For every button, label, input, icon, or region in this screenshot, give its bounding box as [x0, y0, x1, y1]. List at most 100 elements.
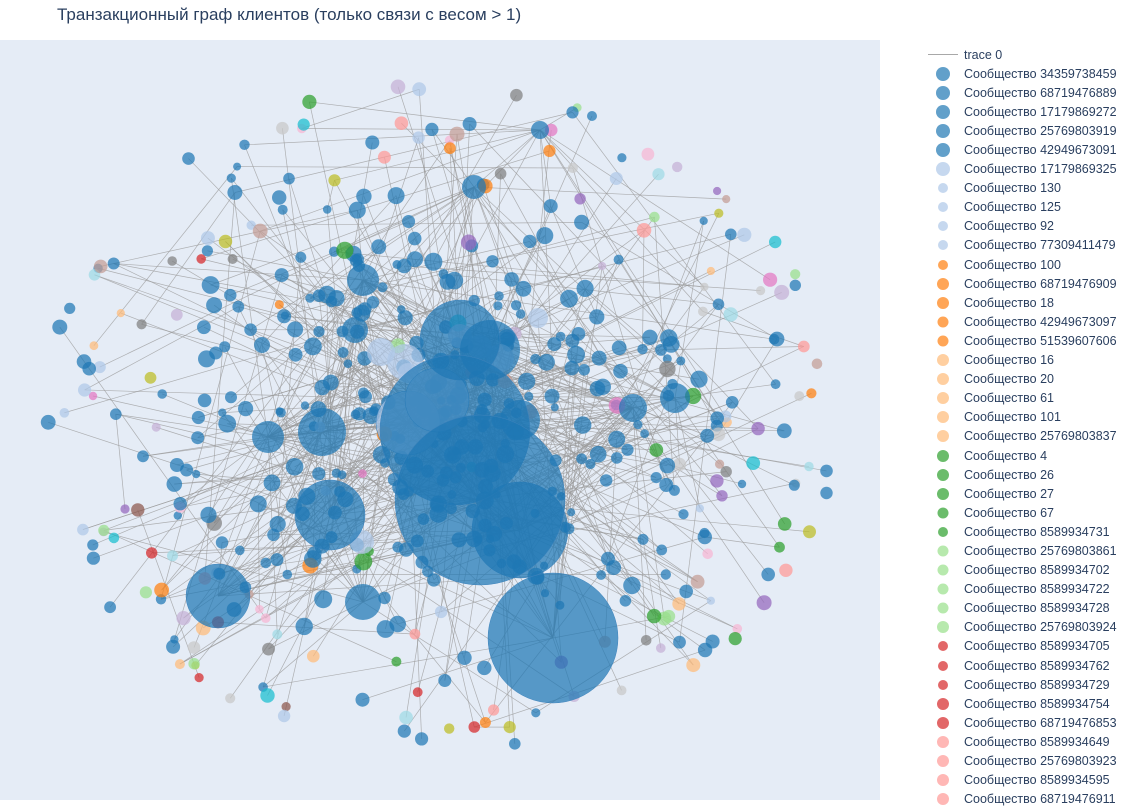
- graph-node[interactable]: [640, 429, 649, 438]
- graph-node[interactable]: [714, 209, 723, 218]
- graph-node[interactable]: [578, 364, 590, 376]
- graph-node[interactable]: [228, 254, 238, 264]
- graph-node[interactable]: [198, 394, 212, 408]
- graph-node[interactable]: [94, 260, 108, 274]
- legend-item[interactable]: Сообщество 125: [928, 198, 1132, 217]
- graph-node[interactable]: [270, 516, 286, 532]
- graph-node[interactable]: [188, 641, 201, 654]
- graph-node[interactable]: [488, 704, 499, 715]
- graph-node[interactable]: [757, 595, 772, 610]
- graph-node[interactable]: [232, 301, 244, 313]
- graph-node[interactable]: [227, 174, 236, 183]
- legend-item[interactable]: Сообщество 17179869272: [928, 102, 1132, 121]
- graph-node[interactable]: [137, 319, 147, 329]
- graph-node[interactable]: [444, 723, 454, 733]
- graph-node[interactable]: [87, 539, 98, 550]
- graph-node[interactable]: [494, 291, 504, 301]
- graph-node[interactable]: [314, 590, 332, 608]
- graph-node[interactable]: [686, 658, 700, 672]
- graph-node[interactable]: [651, 472, 662, 483]
- hub-node[interactable]: [488, 573, 618, 703]
- hub-node[interactable]: [345, 584, 381, 620]
- graph-node[interactable]: [656, 545, 667, 556]
- graph-node[interactable]: [216, 536, 228, 548]
- graph-node[interactable]: [395, 116, 409, 130]
- graph-node[interactable]: [154, 583, 169, 598]
- hub-node[interactable]: [462, 175, 486, 199]
- graph-node[interactable]: [338, 347, 349, 358]
- legend-item[interactable]: Сообщество 130: [928, 179, 1132, 198]
- graph-node[interactable]: [509, 738, 521, 750]
- graph-node[interactable]: [435, 606, 447, 618]
- graph-node[interactable]: [707, 597, 715, 605]
- graph-node[interactable]: [698, 643, 712, 657]
- hub-node[interactable]: [186, 564, 250, 628]
- graph-node[interactable]: [567, 508, 575, 516]
- graph-node[interactable]: [621, 444, 633, 456]
- graph-node[interactable]: [543, 145, 555, 157]
- graph-node[interactable]: [98, 525, 109, 536]
- graph-node[interactable]: [120, 504, 129, 513]
- graph-node[interactable]: [480, 717, 491, 728]
- graph-node[interactable]: [551, 403, 559, 411]
- graph-node[interactable]: [167, 550, 178, 561]
- graph-node[interactable]: [365, 136, 379, 150]
- graph-node[interactable]: [77, 524, 89, 536]
- graph-node[interactable]: [328, 174, 340, 186]
- graph-node[interactable]: [672, 597, 685, 610]
- graph-node[interactable]: [790, 269, 800, 279]
- graph-node[interactable]: [600, 474, 612, 486]
- graph-node[interactable]: [286, 458, 304, 476]
- graph-node[interactable]: [262, 643, 275, 656]
- graph-node[interactable]: [302, 95, 316, 109]
- legend-item[interactable]: Сообщество 42949673091: [928, 140, 1132, 159]
- graph-node[interactable]: [477, 661, 491, 675]
- graph-node[interactable]: [344, 359, 353, 368]
- graph-node[interactable]: [649, 212, 660, 223]
- graph-node[interactable]: [283, 570, 293, 580]
- hub-node[interactable]: [531, 121, 549, 139]
- graph-node[interactable]: [191, 431, 204, 444]
- graph-node[interactable]: [652, 168, 664, 180]
- graph-node[interactable]: [398, 725, 411, 738]
- graph-node[interactable]: [174, 497, 187, 510]
- graph-node[interactable]: [700, 217, 708, 225]
- hub-node[interactable]: [660, 383, 690, 413]
- graph-node[interactable]: [261, 558, 272, 569]
- graph-node[interactable]: [565, 334, 579, 348]
- graph-node[interactable]: [176, 611, 190, 625]
- graph-node[interactable]: [356, 693, 370, 707]
- graph-node[interactable]: [391, 657, 401, 667]
- graph-node[interactable]: [323, 375, 339, 391]
- graph-node[interactable]: [289, 348, 303, 362]
- graph-node[interactable]: [690, 371, 707, 388]
- graph-node[interactable]: [238, 401, 253, 416]
- graph-node[interactable]: [721, 466, 732, 477]
- graph-node[interactable]: [638, 534, 649, 545]
- graph-node[interactable]: [610, 172, 623, 185]
- legend-item[interactable]: Сообщество 27: [928, 484, 1132, 503]
- legend-item[interactable]: Сообщество 68719476911: [928, 790, 1132, 809]
- graph-node[interactable]: [399, 711, 413, 725]
- legend-item[interactable]: Сообщество 8589934595: [928, 771, 1132, 790]
- graph-node[interactable]: [566, 106, 578, 118]
- graph-node[interactable]: [377, 620, 395, 638]
- hub-node[interactable]: [347, 264, 379, 296]
- graph-node[interactable]: [691, 575, 705, 589]
- graph-node[interactable]: [391, 80, 406, 95]
- graph-node[interactable]: [188, 658, 199, 669]
- graph-node[interactable]: [261, 613, 271, 623]
- legend-item[interactable]: Сообщество 8589934729: [928, 675, 1132, 694]
- legend-item[interactable]: Сообщество 8589934705: [928, 637, 1132, 656]
- graph-node[interactable]: [301, 401, 309, 409]
- legend-item[interactable]: Сообщество 20: [928, 370, 1132, 389]
- graph-node[interactable]: [738, 480, 746, 488]
- graph-node[interactable]: [152, 423, 161, 432]
- legend-item[interactable]: Сообщество 26: [928, 465, 1132, 484]
- graph-node[interactable]: [763, 273, 777, 287]
- graph-node[interactable]: [298, 119, 310, 131]
- legend-item[interactable]: Сообщество 8589934702: [928, 561, 1132, 580]
- graph-node[interactable]: [359, 390, 372, 403]
- graph-node[interactable]: [531, 708, 540, 717]
- legend-item[interactable]: Сообщество 25769803861: [928, 541, 1132, 560]
